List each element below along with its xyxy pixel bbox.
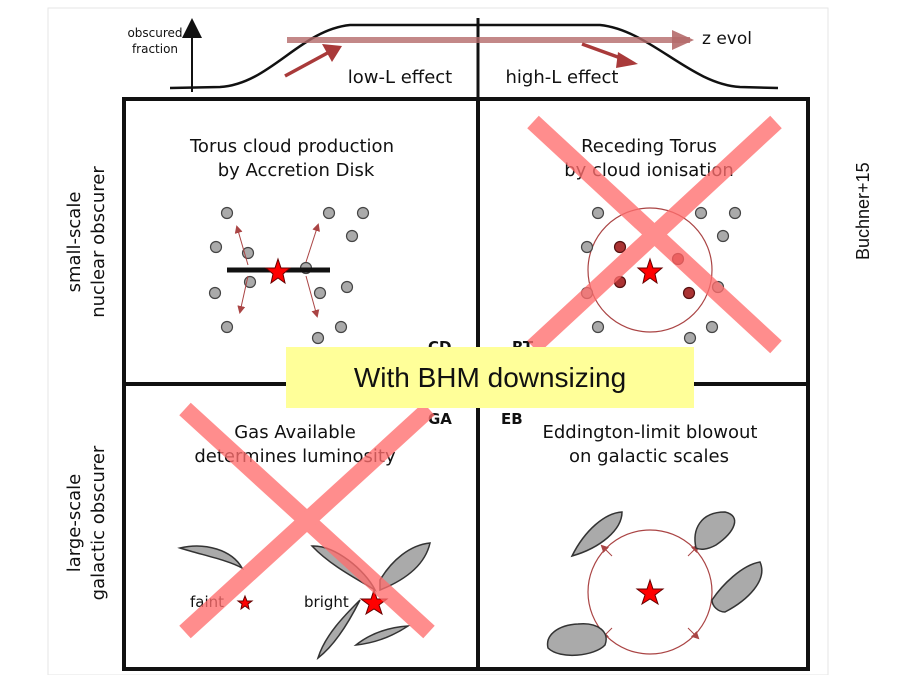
ga-tag: GA xyxy=(428,410,452,428)
row-label-top: small-scale nuclear obscurer xyxy=(64,166,109,318)
low-l-arrow xyxy=(284,48,334,78)
ga-gas-clouds xyxy=(177,542,431,661)
panel-rt: Receding Torus by cloud ionisation RT xyxy=(512,136,742,356)
ionisation-sphere xyxy=(587,207,713,333)
cd-title-line1: Torus cloud production xyxy=(189,136,394,157)
eb-gas-clouds xyxy=(546,511,763,657)
row-label-bottom-line2: galactic obscurer xyxy=(88,445,109,600)
obscured-fraction-curve xyxy=(169,23,779,90)
row-label-top-line2: nuclear obscurer xyxy=(88,166,109,318)
row-label-top-line1: small-scale xyxy=(64,192,85,293)
ga-cross-out xyxy=(179,402,435,639)
citation-label: Buchner+15 xyxy=(853,162,873,260)
eb-title-line2: on galactic scales xyxy=(569,446,729,467)
blowout-sphere xyxy=(587,529,713,655)
low-l-effect-label: low-L effect xyxy=(348,67,452,88)
axis-ylabel-line2: fraction xyxy=(132,42,178,56)
low-l-arrowhead xyxy=(322,44,342,62)
cd-outflow-arrows xyxy=(234,223,320,318)
eb-title-line1: Eddington-limit blowout xyxy=(543,422,758,443)
eb-agn-star xyxy=(635,578,665,606)
row-label-bottom-line1: large-scale xyxy=(64,474,85,573)
cd-title-line2: by Accretion Disk xyxy=(218,160,375,181)
rt-cross-out xyxy=(527,115,782,354)
high-l-arrowhead xyxy=(616,52,638,68)
ga-title-line1: Gas Available xyxy=(234,422,356,443)
bhm-downsizing-banner: With BHM downsizing xyxy=(286,347,694,408)
rt-agn-star xyxy=(636,257,664,285)
panel-eb: EB Eddington-limit blowout on galactic s… xyxy=(501,410,763,657)
cd-clouds xyxy=(208,206,370,345)
eb-tag: EB xyxy=(501,410,523,428)
figure-frame xyxy=(47,7,829,675)
axis-ylabel-line1: obscured xyxy=(127,26,182,40)
ga-faint-star xyxy=(236,594,254,611)
top-axis: obscured fraction z evol low-L effect hi… xyxy=(127,18,779,100)
cd-agn-star xyxy=(264,257,292,285)
panel-cd: Torus cloud production by Accretion Disk xyxy=(189,136,394,345)
rt-title-line1: Receding Torus xyxy=(581,136,717,157)
high-l-effect-label: high-L effect xyxy=(506,67,619,88)
z-evol-arrowhead xyxy=(672,30,694,50)
row-label-bottom: large-scale galactic obscurer xyxy=(64,445,109,600)
panel-ga: GA Gas Available determines luminosity f… xyxy=(177,410,452,661)
rt-title-line2: by cloud ionisation xyxy=(564,160,734,181)
bright-label: bright xyxy=(304,593,349,611)
z-evol-label: z evol xyxy=(702,29,752,49)
